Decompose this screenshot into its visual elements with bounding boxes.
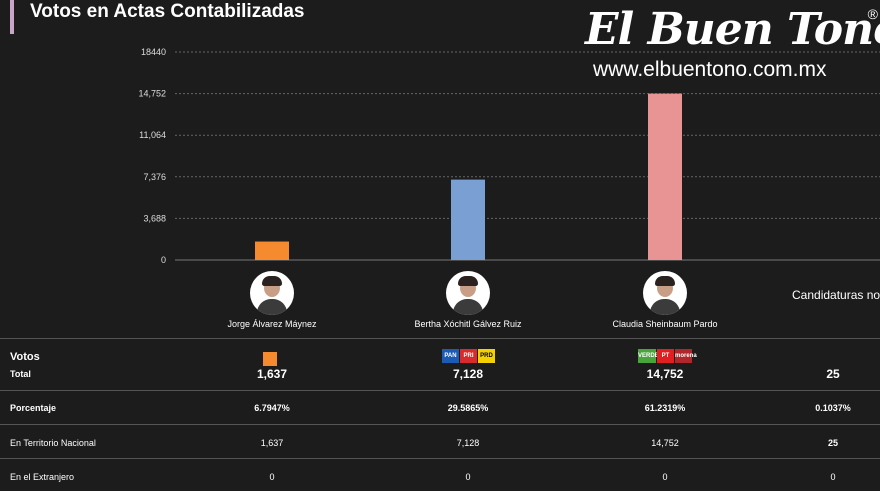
y-tick-label: 7,376	[143, 172, 166, 182]
bar	[451, 179, 485, 260]
pan-logo: PAN	[442, 349, 459, 363]
title-accent	[10, 0, 14, 34]
prd-logo: PRD	[478, 349, 495, 363]
logo-registered-mark: ®	[867, 6, 878, 22]
territorio-value: 14,752	[651, 438, 679, 448]
votos-label: Votos	[10, 351, 40, 363]
y-tick-label: 0	[161, 255, 166, 265]
pt-logo: PT	[657, 349, 674, 363]
pvem-logo: VERDE	[638, 349, 659, 363]
bar-chart: 18440 14,752 11,064 7,376 3,688 0	[138, 47, 880, 265]
logo: El Buen Tono ® www.elbuentono.com.mx	[585, 4, 880, 84]
pri-logo: PRI	[460, 349, 477, 363]
porcentaje-value: 6.7947%	[254, 403, 290, 413]
y-tick-label: 18440	[141, 47, 166, 57]
candidate-card: Claudia Sheinbaum Pardo	[565, 268, 765, 329]
extranjero-value: 0	[830, 472, 836, 482]
logo-wordmark: El Buen Tono	[585, 4, 880, 55]
table-row-porcentaje: Porcentaje 6.7947% 29.5865% 61.2319% 0.1…	[0, 390, 880, 425]
bar	[648, 93, 682, 260]
table-row-extranjero: En el Extranjero 0 0 0 0	[0, 458, 880, 491]
total-label: Total	[10, 369, 31, 379]
candidate-avatar	[250, 271, 294, 315]
territorio-value: 25	[827, 438, 838, 448]
table-row-total: Votos Total PAN PRI PRD VERDE PT morena …	[0, 338, 880, 391]
territorio-value: 7,128	[456, 438, 480, 448]
extranjero-label: En el Extranjero	[10, 472, 75, 482]
page-title: Votos en Actas Contabilizadas	[30, 1, 305, 22]
total-value: 14,752	[646, 367, 684, 381]
extranjero-value: 0	[465, 472, 471, 482]
extranjero-value: 0	[269, 472, 275, 482]
extranjero-value: 0	[662, 472, 668, 482]
y-tick-label: 14,752	[138, 89, 166, 99]
mc-logo	[263, 352, 277, 366]
total-value: 25	[826, 367, 840, 381]
logo-url: www.elbuentono.com.mx	[593, 58, 827, 81]
y-tick-label: 3,688	[143, 213, 166, 223]
table-row-territorio: En Territorio Nacional 1,637 7,128 14,75…	[0, 424, 880, 459]
no-registradas-label: Candidaturas no re	[792, 288, 880, 302]
total-value: 7,128	[452, 367, 484, 381]
coalition-logos-cs: VERDE PT morena	[638, 349, 697, 363]
mc-emblem	[263, 352, 277, 366]
candidate-card: Jorge Álvarez Máynez	[172, 268, 372, 329]
territorio-label: En Territorio Nacional	[10, 438, 96, 448]
territorio-value: 1,637	[260, 438, 284, 448]
y-tick-label: 11,064	[139, 130, 166, 140]
bar	[255, 241, 289, 260]
candidate-name: Claudia Sheinbaum Pardo	[612, 319, 718, 329]
porcentaje-value: 61.2319%	[644, 403, 686, 413]
coalition-logos-xg: PAN PRI PRD	[442, 349, 495, 363]
porcentaje-value: 29.5865%	[447, 403, 489, 413]
candidate-avatar	[643, 271, 687, 315]
morena-logo: morena	[675, 349, 697, 363]
candidate-name: Jorge Álvarez Máynez	[227, 319, 317, 329]
candidate-avatar	[446, 271, 490, 315]
porcentaje-value: 0.1037%	[815, 403, 851, 413]
porcentaje-label: Porcentaje	[10, 403, 57, 413]
candidate-name: Bertha Xóchitl Gálvez Ruiz	[414, 319, 522, 329]
candidate-card: Bertha Xóchitl Gálvez Ruiz	[368, 268, 568, 329]
total-value: 1,637	[256, 367, 288, 381]
